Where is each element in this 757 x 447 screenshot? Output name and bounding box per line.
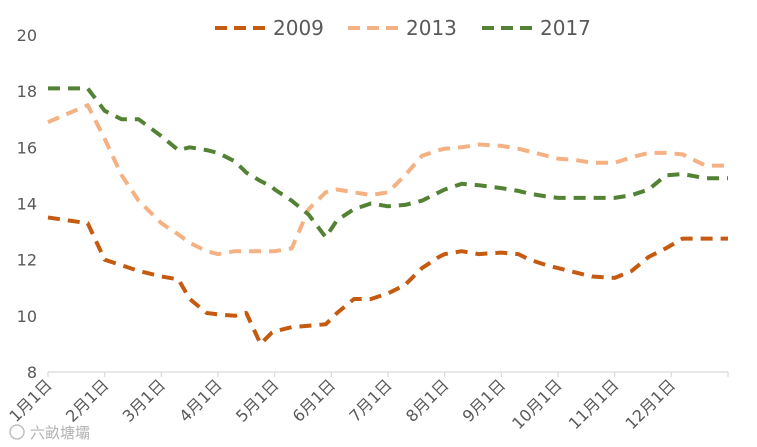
x-tick-label: 6月1日 [289, 375, 339, 425]
legend: 2009 2013 2017 [215, 16, 591, 40]
watermark-logo-icon [9, 424, 25, 440]
x-tick-label: 11月1日 [565, 375, 623, 433]
series-group [47, 86, 728, 346]
y-tick-label: 12 [17, 251, 37, 270]
y-tick-label: 8 [27, 363, 37, 382]
x-tick-label: 3月1日 [119, 375, 169, 425]
legend-label-2009: 2009 [273, 16, 324, 40]
legend-label-2013: 2013 [406, 16, 457, 40]
x-tick-label: 12月1日 [621, 375, 679, 433]
x-tick-label: 5月1日 [232, 375, 282, 425]
series-line-2017 [48, 86, 728, 240]
x-tick-label: 8月1日 [402, 375, 452, 425]
x-tick-label: 1月1日 [5, 375, 55, 425]
y-tick-label: 20 [17, 26, 37, 45]
x-tick-label: 2月1日 [62, 375, 112, 425]
x-axis: 1月1日 2月1日 3月1日 4月1日 5月1日 6月1日 7月1日 8月1日 9月1日 10月1… [5, 371, 729, 433]
y-tick-label: 14 [17, 195, 37, 214]
y-tick-label: 10 [17, 307, 37, 326]
y-tick-label: 16 [17, 138, 37, 157]
x-tick-label: 4月1日 [175, 375, 225, 425]
watermark-text: 六畝塘壩 [30, 424, 90, 442]
series-line-2009 [47, 215, 728, 346]
legend-label-2017: 2017 [540, 16, 591, 40]
y-tick-label: 18 [17, 82, 37, 101]
x-tick-label: 10月1日 [508, 375, 566, 433]
x-tick-label: 9月1日 [459, 375, 509, 425]
watermark: 六畝塘壩 [9, 424, 90, 442]
y-axis: 8 10 12 14 16 18 20 [17, 26, 37, 382]
series-line-2013 [47, 103, 728, 257]
x-tick-label: 7月1日 [345, 375, 395, 425]
